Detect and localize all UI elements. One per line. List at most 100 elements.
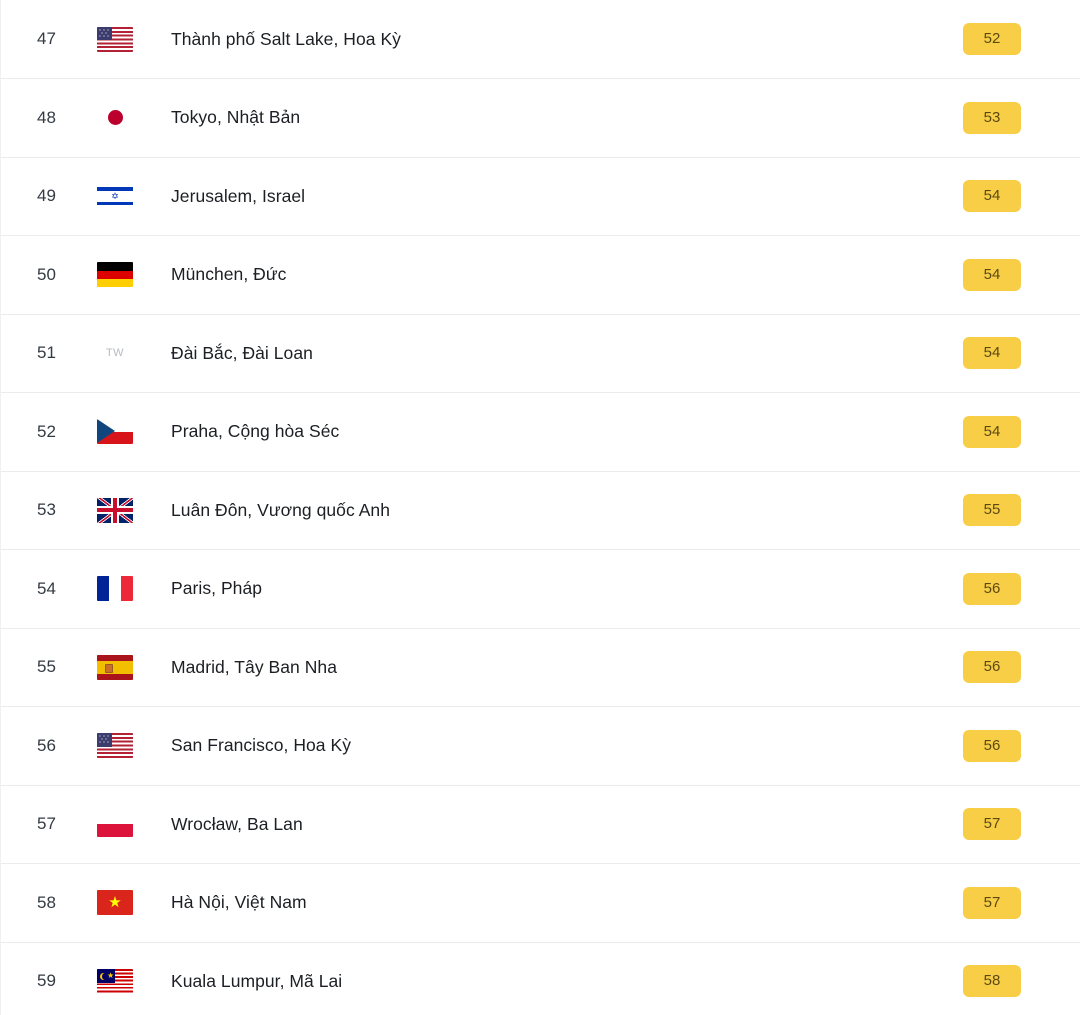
table-row[interactable]: 56 San Francisco, Hoa Kỳ 56: [0, 706, 1080, 786]
table-row[interactable]: 57 Wrocław, Ba Lan 57: [0, 785, 1080, 864]
flag-cell: ★: [97, 942, 159, 1015]
table-row[interactable]: 53 Luân Đôn, Vương quốc Anh 55: [0, 471, 1080, 550]
city-name: Hà Nội, Việt Nam: [171, 892, 307, 913]
rank-cell: 55: [0, 628, 97, 707]
rank-cell: 58: [0, 863, 97, 942]
flag-icon-pl: [97, 811, 133, 837]
rank-number: 47: [37, 29, 57, 48]
score-cell: 57: [931, 785, 1080, 864]
table-row[interactable]: 55 Madrid, Tây Ban Nha 56: [0, 628, 1080, 707]
city-name: Luân Đôn, Vương quốc Anh: [171, 499, 390, 520]
score-cell: 56: [931, 550, 1080, 629]
table-row[interactable]: 52 Praha, Cộng hòa Séc 54: [0, 392, 1080, 472]
rank-number: 54: [37, 578, 57, 598]
rank-cell: 54: [0, 549, 97, 628]
rank-cell: 52: [0, 392, 97, 471]
rank-cell: 49: [0, 157, 97, 236]
rank-cell: 56: [0, 706, 97, 785]
flag-icon-fr: [97, 576, 133, 602]
city-name: München, Đức: [171, 264, 287, 285]
flag-cell: [97, 393, 159, 472]
rank-number: 57: [37, 814, 57, 834]
flag-cell: [97, 236, 159, 315]
status-badge: 55: [963, 494, 1021, 527]
status-badge: 57: [963, 886, 1021, 919]
city-name: Jerusalem, Israel: [171, 185, 306, 206]
flag-cell: [97, 785, 159, 864]
table-row[interactable]: 47 Thành phố Salt Lake, Hoa Kỳ 52: [0, 0, 1080, 79]
rank-number: 50: [37, 264, 57, 284]
city-name: Paris, Pháp: [171, 578, 263, 599]
table-row[interactable]: 54 Paris, Pháp 56: [0, 549, 1080, 629]
rank-number: 58: [37, 892, 57, 912]
status-badge: 53: [963, 101, 1021, 134]
city-name: Madrid, Tây Ban Nha: [171, 656, 337, 677]
score-cell: 54: [931, 236, 1080, 315]
table-row[interactable]: 48 Tokyo, Nhật Bản 53: [0, 78, 1080, 158]
flag-cell: [97, 550, 159, 629]
status-badge: 54: [963, 258, 1021, 291]
flag-icon-us: [97, 733, 133, 759]
flag-cell: [97, 79, 159, 158]
table-row[interactable]: 51 TW Đài Bắc, Đài Loan 54: [0, 314, 1080, 393]
rank-number: 56: [37, 735, 57, 755]
rank-number: 52: [37, 421, 57, 441]
city-name: Wrocław, Ba Lan: [171, 813, 303, 834]
score-cell: 58: [931, 942, 1080, 1015]
flag-icon-vn: ★: [97, 890, 133, 916]
city-name: Praha, Cộng hòa Séc: [171, 421, 340, 442]
flag-cell: [97, 707, 159, 786]
table-row[interactable]: 59 ★ Kuala Lumpur, Mã Lai 58: [0, 942, 1080, 1015]
score-cell: 53: [931, 79, 1080, 158]
status-badge: 56: [963, 729, 1021, 762]
rank-cell: 53: [0, 471, 97, 550]
city-name: Thành phố Salt Lake, Hoa Kỳ: [171, 28, 401, 49]
city-name: Đài Bắc, Đài Loan: [171, 342, 313, 363]
flag-icon-de: [97, 262, 133, 288]
flag-icon-us: [97, 26, 133, 52]
rank-number: 53: [37, 500, 57, 520]
rank-cell: 47: [0, 0, 97, 79]
rank-cell: 59: [0, 942, 97, 1015]
flag-cell: TW: [97, 314, 159, 393]
score-cell: 54: [931, 314, 1080, 393]
flag-cell: [97, 0, 159, 79]
rank-cell: 50: [0, 235, 97, 314]
status-badge: 54: [963, 415, 1021, 448]
score-cell: 54: [931, 393, 1080, 472]
city-name: Tokyo, Nhật Bản: [171, 107, 301, 128]
score-cell: 57: [931, 864, 1080, 943]
rank-cell: 51: [0, 314, 97, 393]
table-row[interactable]: 50 München, Đức 54: [0, 235, 1080, 315]
flag-icon-jp: [97, 105, 133, 131]
score-cell: 52: [931, 0, 1080, 79]
status-badge: 56: [963, 651, 1021, 684]
flag-icon-cz: [97, 419, 133, 445]
city-name: San Francisco, Hoa Kỳ: [171, 735, 352, 756]
score-cell: 54: [931, 157, 1080, 236]
score-cell: 56: [931, 628, 1080, 707]
rank-number: 59: [37, 971, 57, 991]
flag-cell: ✡: [97, 157, 159, 236]
rank-number: 55: [37, 657, 57, 677]
flag-icon-my: ★: [97, 968, 133, 994]
flag-icon-il: ✡: [97, 183, 133, 209]
status-badge: 57: [963, 808, 1021, 841]
flag-cell: [97, 628, 159, 707]
status-badge: 56: [963, 572, 1021, 605]
status-badge: 54: [963, 337, 1021, 370]
flag-cell: ★: [97, 864, 159, 943]
score-cell: 55: [931, 471, 1080, 550]
flag-cell: [97, 471, 159, 550]
rank-number: 48: [37, 107, 57, 127]
table-row[interactable]: 49 ✡ Jerusalem, Israel 54: [0, 157, 1080, 236]
city-name: Kuala Lumpur, Mã Lai: [171, 970, 343, 991]
table-row[interactable]: 58 ★ Hà Nội, Việt Nam 57: [0, 863, 1080, 943]
status-badge: 58: [963, 965, 1021, 998]
flag-icon-tw: TW: [105, 346, 125, 359]
flag-icon-es: [97, 654, 133, 680]
flag-icon-gb: [97, 497, 133, 523]
score-cell: 56: [931, 707, 1080, 786]
